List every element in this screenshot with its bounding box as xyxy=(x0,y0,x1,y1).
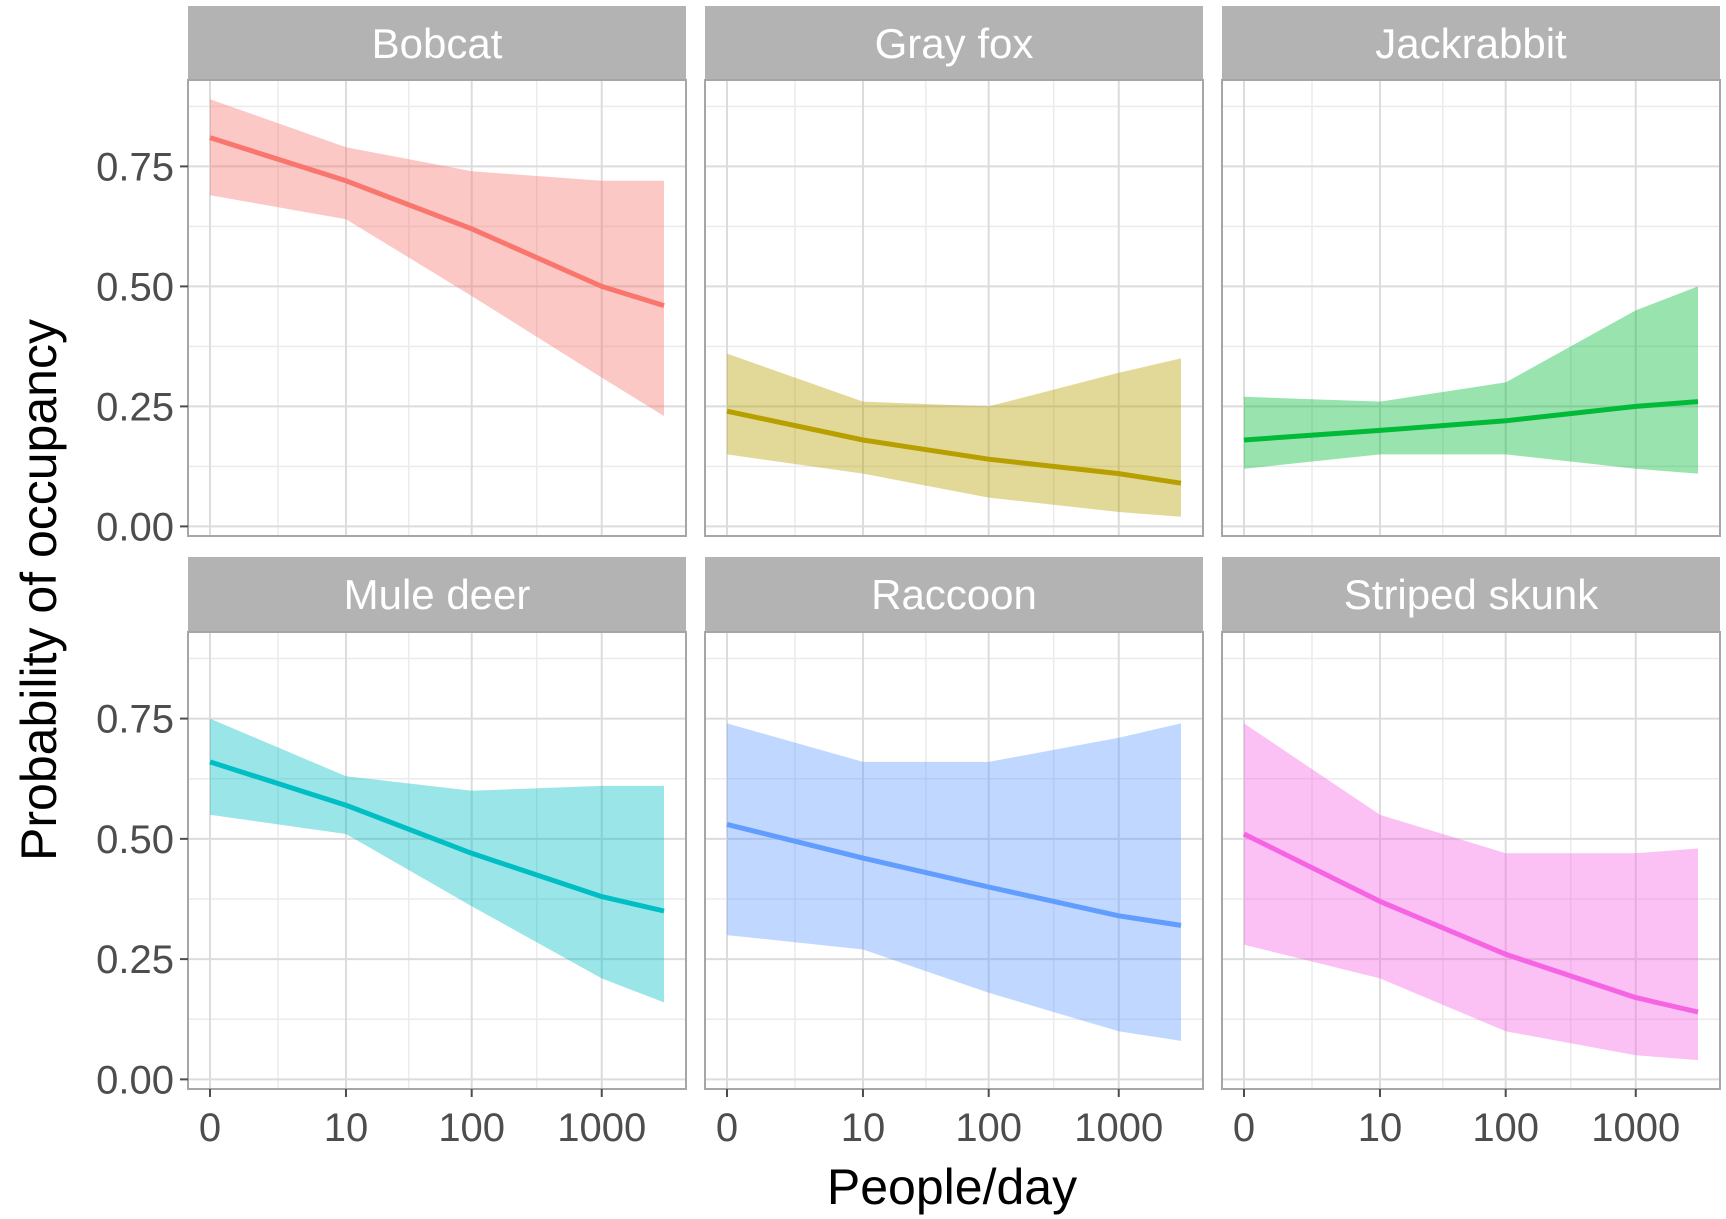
facet-strip-label: Bobcat xyxy=(372,20,503,67)
x-tick-label: 1000 xyxy=(1074,1106,1163,1150)
confidence-band xyxy=(727,353,1181,517)
panel-background xyxy=(1222,632,1720,1089)
panel-background xyxy=(188,632,686,1089)
x-tick-label: 100 xyxy=(955,1106,1022,1150)
facet-panel: Gray fox xyxy=(704,6,1204,537)
y-tick-label: 0.00 xyxy=(96,505,174,549)
y-tick-label: 0.50 xyxy=(96,265,174,309)
confidence-band xyxy=(1244,286,1698,474)
facet-strip xyxy=(1222,557,1720,631)
panel-background xyxy=(1222,80,1720,536)
x-tick-label: 1000 xyxy=(1591,1106,1680,1150)
panel-border xyxy=(1221,631,1721,1090)
y-tick-label: 0.25 xyxy=(96,385,174,429)
x-tick-label: 100 xyxy=(1472,1106,1539,1150)
panel-border xyxy=(704,631,1204,1090)
series-line xyxy=(209,135,665,308)
confidence-band xyxy=(210,718,664,1003)
facet-strip xyxy=(705,6,1203,80)
facet-panel: Raccoon 0 10 100 1000 xyxy=(704,557,1204,1150)
facet-panel: Jackrabbit xyxy=(1221,6,1721,537)
facet-panel: Striped skunk 0 10 100 1000 xyxy=(1221,557,1721,1150)
x-tick-label: 10 xyxy=(1358,1106,1403,1150)
panel-border xyxy=(704,79,1204,537)
y-tick-label: 0.50 xyxy=(96,818,174,862)
y-tick-label: 0.25 xyxy=(96,938,174,982)
facet-strip xyxy=(705,557,1203,631)
y-tick-label: 0.75 xyxy=(96,698,174,742)
series-line xyxy=(726,821,1182,928)
facet-strip-label: Striped skunk xyxy=(1344,571,1599,618)
facet-strip-label: Gray fox xyxy=(875,20,1034,67)
facet-panel: Mule deer 0.00 0.25 0.50 0.75 0 10 100 1000 xyxy=(96,557,687,1150)
series-line xyxy=(209,759,665,914)
y-axis-title: Probability of occupancy xyxy=(11,319,67,861)
facet-strip-label: Mule deer xyxy=(344,571,531,618)
confidence-band xyxy=(727,723,1181,1041)
x-tick-label: 10 xyxy=(324,1106,369,1150)
x-tick-label: 0 xyxy=(199,1106,221,1150)
confidence-band xyxy=(1244,723,1698,1061)
confidence-band xyxy=(210,99,664,416)
facet-strip-label: Raccoon xyxy=(871,571,1037,618)
panel-border xyxy=(187,631,687,1090)
facet-strip-label: Jackrabbit xyxy=(1375,20,1567,67)
facet-strip xyxy=(188,557,686,631)
panel-border xyxy=(187,79,687,537)
x-tick-label: 10 xyxy=(841,1106,886,1150)
x-tick-label: 100 xyxy=(438,1106,505,1150)
panel-background xyxy=(705,80,1203,536)
y-tick-label: 0.75 xyxy=(96,145,174,189)
facet-strip xyxy=(188,6,686,80)
series-line xyxy=(726,408,1182,486)
x-tick-label: 0 xyxy=(716,1106,738,1150)
series-line xyxy=(1242,831,1699,1015)
panel-background xyxy=(705,632,1203,1089)
x-tick-label: 0 xyxy=(1233,1106,1255,1150)
y-tick-label: 0.00 xyxy=(96,1058,174,1102)
facet-panels: Bobcat 0.00 0.25 0.50 0.75 Gray fox Jackrabbit… xyxy=(96,6,1721,1150)
facet-strip xyxy=(1222,6,1720,80)
facet-panel: Bobcat 0.00 0.25 0.50 0.75 xyxy=(96,6,687,549)
series-line xyxy=(1243,399,1699,443)
panel-border xyxy=(1221,79,1721,537)
x-axis-title: People/day xyxy=(827,1159,1077,1215)
x-tick-label: 1000 xyxy=(557,1106,646,1150)
